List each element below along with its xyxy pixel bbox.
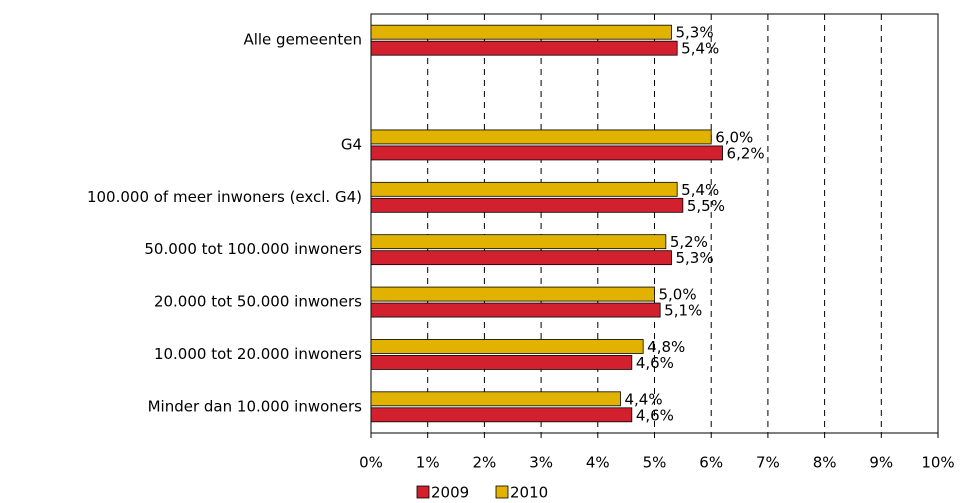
value-label: 4,6% [636, 406, 674, 424]
value-label: 4,8% [647, 338, 685, 356]
legend-label: 2009 [431, 484, 469, 502]
bar [370, 250, 672, 266]
value-label: 5,0% [659, 286, 697, 304]
bar [370, 129, 712, 145]
bar [370, 391, 621, 407]
x-tick-label: 2% [473, 454, 497, 472]
value-label: 5,3% [676, 249, 714, 267]
x-tick-label: 7% [756, 454, 780, 472]
x-tick-label: 10% [921, 454, 954, 472]
legend-label: 2010 [510, 484, 548, 502]
y-tick-label: G4 [341, 135, 362, 153]
bar [370, 234, 667, 250]
y-tick-label: 20.000 tot 50.000 inwoners [154, 293, 362, 311]
legend-swatch [416, 485, 430, 499]
bar [370, 40, 678, 56]
x-tick-label: 1% [416, 454, 440, 472]
bar [370, 302, 661, 318]
x-tick-label: 0% [359, 454, 383, 472]
x-tick-label: 9% [869, 454, 893, 472]
bar [370, 197, 684, 213]
bar [370, 407, 633, 423]
y-tick-label: Minder dan 10.000 inwoners [148, 397, 363, 415]
bar [370, 24, 672, 40]
x-tick-label: 8% [813, 454, 837, 472]
bar [370, 355, 633, 370]
legend-swatch [495, 485, 509, 499]
bar [370, 339, 644, 354]
plot-frame [370, 13, 939, 434]
value-label: 4,6% [636, 354, 674, 372]
value-label: 5,1% [664, 302, 702, 320]
value-label: 6,2% [727, 144, 765, 162]
y-tick-label: 50.000 tot 100.000 inwoners [144, 240, 362, 258]
bar [370, 145, 723, 161]
x-tick-label: 4% [586, 454, 610, 472]
x-tick-label: 5% [643, 454, 667, 472]
value-label: 5,5% [687, 197, 725, 215]
x-tick-label: 3% [529, 454, 553, 472]
y-tick-label: Alle gemeenten [243, 31, 362, 49]
value-label: 4,4% [624, 390, 662, 408]
x-tick-label: 6% [699, 454, 723, 472]
y-tick-label: 100.000 of meer inwoners (excl. G4) [87, 188, 362, 206]
bar [370, 181, 678, 197]
value-label: 5,3% [676, 24, 714, 42]
value-label: 5,2% [670, 233, 708, 251]
y-tick-label: 10.000 tot 20.000 inwoners [154, 345, 362, 363]
value-label: 5,4% [681, 40, 719, 58]
value-label: 5,4% [681, 181, 719, 199]
bar [370, 286, 655, 302]
value-label: 6,0% [715, 128, 753, 146]
